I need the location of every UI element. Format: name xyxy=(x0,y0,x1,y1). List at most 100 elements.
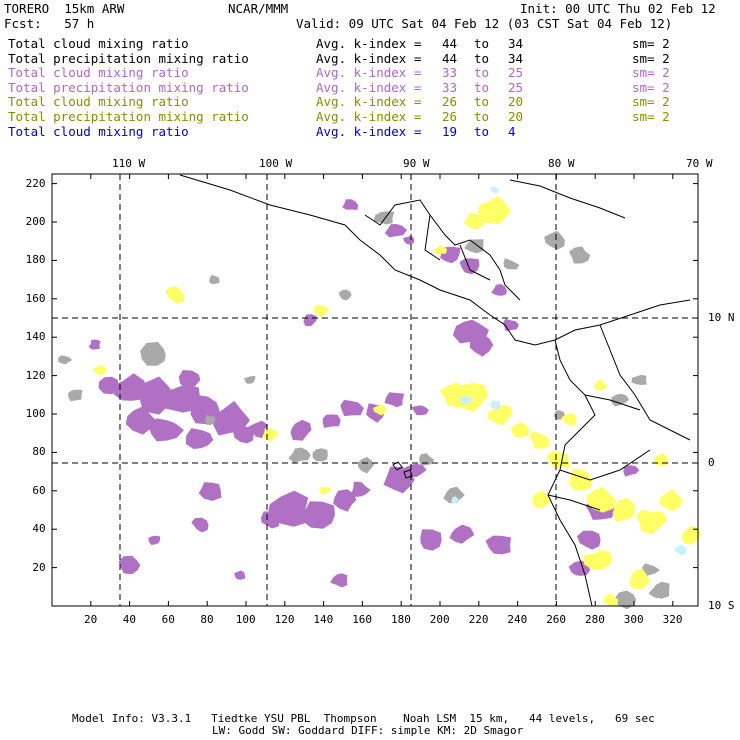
init-time: Init: 00 UTC Thu 02 Feb 12 xyxy=(520,1,716,16)
legend-to-word: to xyxy=(474,36,490,51)
x-tick-label: 120 xyxy=(274,613,295,626)
coastline-segment xyxy=(547,494,601,511)
legend-from: 44 xyxy=(442,36,458,51)
lat-lon-grid xyxy=(52,174,698,606)
precip-cell xyxy=(546,450,571,468)
precip-cell xyxy=(98,376,119,395)
x-tick-label: 20 xyxy=(84,613,98,626)
legend-index-label: Avg. k-index = xyxy=(316,65,422,81)
precip-cell xyxy=(653,453,668,466)
precip-cell xyxy=(477,196,511,225)
precip-cell xyxy=(491,284,507,296)
precip-cell xyxy=(586,486,616,513)
legend-to-word: to xyxy=(474,50,490,66)
longitude-label: 110 W xyxy=(112,157,146,170)
precip-cell xyxy=(411,405,429,416)
y-tick-label: 40 xyxy=(32,522,46,536)
precip-cell xyxy=(433,245,448,255)
precip-cell xyxy=(178,370,201,390)
coastline-segment xyxy=(424,214,441,261)
precip-cell xyxy=(463,212,488,230)
precip-cell xyxy=(318,486,332,496)
precip-cell xyxy=(583,549,613,570)
precip-cell xyxy=(313,304,330,318)
precip-cell xyxy=(156,385,201,413)
x-tick-label: 200 xyxy=(429,613,450,626)
precip-cell xyxy=(532,490,552,509)
legend-from: 33 xyxy=(442,79,458,95)
x-tick-label: 300 xyxy=(623,613,644,626)
legend-to-word: to xyxy=(474,94,490,110)
precip-cell xyxy=(333,489,357,512)
precip-cell xyxy=(322,414,341,428)
precip-cell xyxy=(459,396,473,404)
precip-cell xyxy=(577,530,601,550)
precip-cell xyxy=(642,563,660,577)
coastline-segment xyxy=(554,299,691,341)
precip-cell xyxy=(290,419,312,441)
coastlines xyxy=(179,174,691,607)
legend-field: Total cloud mixing ratio xyxy=(8,123,189,139)
precip-cell xyxy=(420,529,442,551)
coastline-segment xyxy=(559,449,651,481)
precip-cell xyxy=(68,389,83,402)
model-info: Model Info: V3.3.1 Tiedtke YSU PBL Thomp… xyxy=(72,712,655,725)
precip-cell xyxy=(303,314,317,327)
physics-info: LW: Godd SW: Goddard DIFF: simple KM: 2D… xyxy=(212,724,524,737)
y-tick-label: 120 xyxy=(25,368,46,382)
precip-cell xyxy=(338,289,352,301)
legend-index-label: Avg. k-index = xyxy=(316,79,422,95)
y-tick-label: 20 xyxy=(32,560,46,574)
legend-from: 19 xyxy=(442,123,458,139)
legend-index-label: Avg. k-index = xyxy=(316,123,422,139)
forecast-hour: Fcst: 57 h xyxy=(4,16,95,31)
y-tick-label: 180 xyxy=(25,253,46,267)
precip-cell xyxy=(403,235,415,245)
model-name: TORERO 15km ARW xyxy=(4,1,125,16)
legend-row: Total precipitation mixing ratio Avg. k-i… xyxy=(8,50,728,66)
precip-cell xyxy=(88,339,101,350)
legend-to-word: to xyxy=(474,65,490,81)
precip-cell xyxy=(248,420,268,439)
precip-cell xyxy=(234,570,246,580)
legend-to-word: to xyxy=(474,79,490,95)
latitude-label: 0 xyxy=(708,456,715,469)
precip-cell xyxy=(330,573,348,588)
coastline-segment xyxy=(364,199,521,301)
precip-cell xyxy=(244,376,256,384)
legend-smoothing: sm= 2 xyxy=(632,65,670,81)
legend-smoothing: sm= 2 xyxy=(632,36,670,51)
y-tick-label: 60 xyxy=(32,483,46,497)
x-tick-label: 280 xyxy=(585,613,605,626)
precip-cell xyxy=(529,431,550,449)
precipitation-fields xyxy=(58,186,702,610)
longitude-label: 100 W xyxy=(259,157,293,170)
precip-cell xyxy=(443,486,465,504)
precip-cell xyxy=(209,275,220,285)
precip-cell xyxy=(568,469,592,491)
legend-field: Total precipitation mixing ratio xyxy=(8,109,249,124)
precip-cell xyxy=(373,404,388,416)
precip-cell xyxy=(623,465,640,477)
legend-smoothing: sm= 2 xyxy=(632,94,670,110)
precip-cell xyxy=(635,509,668,534)
precip-cell xyxy=(301,501,335,529)
legend-row: Total cloud mixing ratio Avg. k-index = 19… xyxy=(8,123,728,139)
precip-cell xyxy=(384,392,405,408)
coastline-segment xyxy=(509,179,626,219)
precip-cell xyxy=(205,414,216,425)
legend-row: Total cloud mixing ratio Avg. k-index = 44… xyxy=(8,37,728,51)
precip-cell xyxy=(487,404,513,426)
legend-index-label: Avg. k-index = xyxy=(316,50,422,66)
precip-cell xyxy=(544,230,565,250)
x-tick-label: 220 xyxy=(468,613,489,626)
organization: NCAR/MMM xyxy=(228,1,289,16)
precip-cell xyxy=(373,211,395,225)
precip-cell xyxy=(185,428,214,449)
precip-cell xyxy=(262,428,279,443)
legend-to-word: to xyxy=(474,109,490,124)
legend-to: 4 xyxy=(508,123,516,139)
x-tick-label: 60 xyxy=(161,613,175,626)
legend-row: Total cloud mixing ratio Avg. k-index = 33… xyxy=(8,66,728,80)
legend-index-label: Avg. k-index = xyxy=(316,94,422,110)
